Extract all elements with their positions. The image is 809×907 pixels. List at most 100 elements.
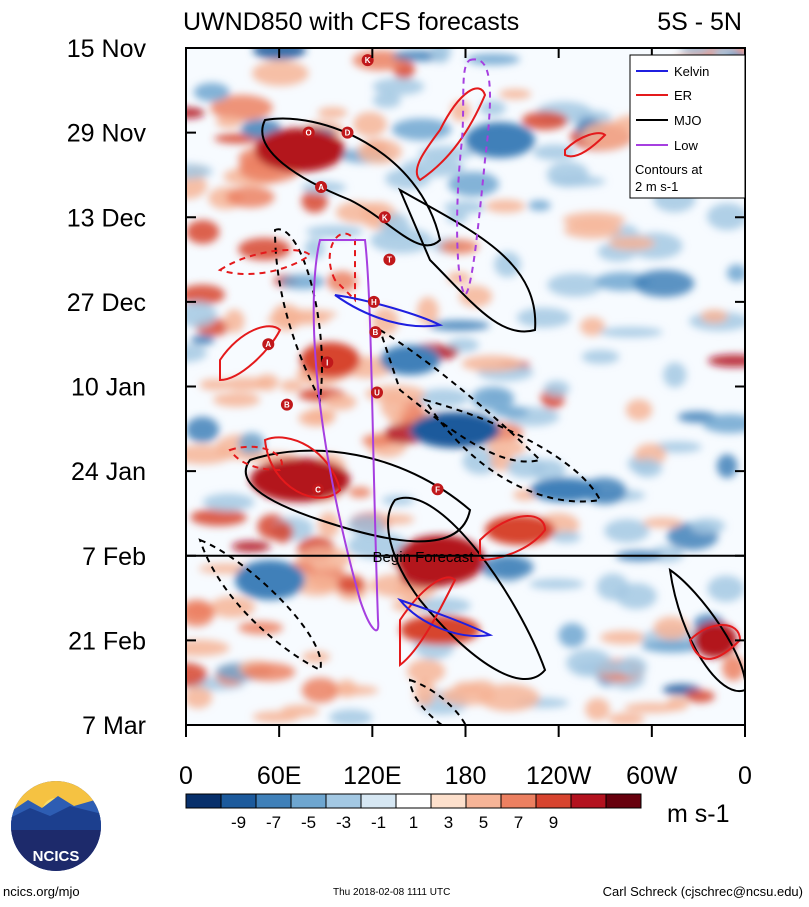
storm-marker-label: U <box>374 389 380 398</box>
x-tick-label: 180 <box>445 762 487 790</box>
contour-line <box>564 132 607 158</box>
y-tick-label: 15 Nov <box>67 35 147 63</box>
contour-line <box>244 449 472 543</box>
anomaly-cell <box>439 686 496 706</box>
anomaly-cell <box>486 439 527 457</box>
anomaly-cell <box>459 285 493 308</box>
anomaly-cell <box>633 458 663 478</box>
anomaly-cell <box>186 662 208 687</box>
footer-author: Carl Schreck (cjschrec@ncsu.edu) <box>602 884 803 899</box>
storm-marker-label: B <box>373 328 379 337</box>
colorbar-label: 5 <box>479 813 488 832</box>
anomaly-cell <box>202 493 255 511</box>
legend-label-kelvin: Kelvin <box>674 64 709 79</box>
colorbar-swatch <box>465 793 502 809</box>
storm-marker <box>370 386 383 399</box>
contour-line <box>217 249 312 276</box>
storm-marker <box>383 253 396 266</box>
anomaly-cell <box>335 201 382 224</box>
anomaly-cell <box>414 679 436 706</box>
anomaly-cell <box>186 284 226 305</box>
anomaly-cell <box>679 48 712 56</box>
anomaly-cell <box>348 486 372 498</box>
storm-marker <box>369 326 382 339</box>
colorbar-units: m s-1 <box>667 800 730 828</box>
anomaly-cell <box>231 540 271 553</box>
anomaly-cell <box>450 100 471 122</box>
anomaly-cell <box>726 264 745 282</box>
colorbar-label: -1 <box>371 813 386 832</box>
anomaly-cell <box>347 515 386 536</box>
anomaly-cell <box>642 517 683 528</box>
colorbar-label: 9 <box>549 813 558 832</box>
legend-label-mjo: MJO <box>674 113 701 128</box>
anomaly-cell <box>380 393 408 420</box>
anomaly-cell <box>317 512 340 538</box>
storm-marker <box>341 126 354 139</box>
footer-timestamp: Thu 2018-02-08 1111 UTC <box>333 887 451 898</box>
anomaly-cell <box>186 686 213 709</box>
y-tick-label: 7 Feb <box>82 543 146 571</box>
anomaly-cell <box>446 212 468 224</box>
colorbar-swatch <box>220 793 257 809</box>
storm-marker-label: A <box>318 183 324 192</box>
anomaly-cell <box>302 651 331 663</box>
chart-title: UWND850 with CFS forecasts <box>183 8 519 36</box>
contour-line <box>408 678 467 725</box>
colorbar-label: -5 <box>301 813 316 832</box>
anomaly-cell <box>461 355 522 372</box>
anomaly-cell <box>225 186 275 208</box>
y-tick-label: 21 Feb <box>68 627 146 655</box>
anomaly-cell <box>428 320 490 331</box>
storm-marker <box>315 181 328 194</box>
anomaly-core <box>255 128 345 172</box>
y-tick-label: 29 Nov <box>67 120 147 148</box>
anomaly-cell <box>607 712 645 725</box>
x-tick-label: 0 <box>179 762 193 790</box>
anomaly-cell <box>186 301 217 328</box>
chart-region-label: 5S - 5N <box>657 8 742 36</box>
legend: Kelvin ER MJO Low Contours at 2 m s-1 <box>629 54 746 199</box>
anomaly-cell <box>707 354 745 368</box>
storm-marker-label: O <box>306 129 312 138</box>
anomaly-cell <box>280 274 326 290</box>
storm-marker <box>431 483 444 496</box>
anomaly-cell <box>317 107 348 119</box>
anomaly-cell <box>305 225 364 238</box>
anomaly-cell <box>325 393 357 411</box>
anomaly-cell <box>280 704 320 717</box>
anomaly-cell <box>186 107 205 119</box>
storm-marker-label: C <box>315 485 321 494</box>
x-tick-label: 60W <box>626 762 678 790</box>
anomaly-cell <box>336 679 357 698</box>
colorbar-swatch <box>395 793 432 809</box>
anomaly-cell <box>625 399 653 421</box>
anomaly-cell <box>252 60 309 86</box>
forecast-start-label: Begin Forecast <box>373 549 475 566</box>
legend-note-line2: 2 m s-1 <box>635 179 678 194</box>
anomaly-cell <box>416 388 470 407</box>
anomaly-core <box>395 535 485 585</box>
colorbar-label: -7 <box>266 813 281 832</box>
anomaly-core <box>400 615 480 645</box>
anomaly-cell <box>209 596 256 618</box>
y-tick-label: 7 Mar <box>82 712 146 740</box>
anomaly-cell <box>641 640 703 653</box>
anomaly-cell <box>353 111 387 137</box>
storm-marker <box>367 295 380 308</box>
storm-marker-label: K <box>382 213 388 222</box>
anomaly-cell <box>685 689 715 703</box>
storm-marker-label: B <box>284 401 290 410</box>
colorbar-swatch <box>605 793 642 809</box>
anomaly-cell <box>716 454 738 479</box>
anomaly-cell <box>598 326 663 338</box>
y-axis: 15 Nov 29 Nov 13 Dec 27 Dec 10 Jan 24 Jan 7 Fe… <box>67 35 745 740</box>
legend-note-line1: Contours at <box>635 162 703 177</box>
anomaly-cell <box>558 623 586 648</box>
anomaly-cell <box>443 200 486 214</box>
anomaly-cell <box>690 518 726 534</box>
colorbar-swatch <box>290 793 327 809</box>
y-tick-label: 27 Dec <box>67 289 146 317</box>
anomaly-cell <box>563 221 623 239</box>
